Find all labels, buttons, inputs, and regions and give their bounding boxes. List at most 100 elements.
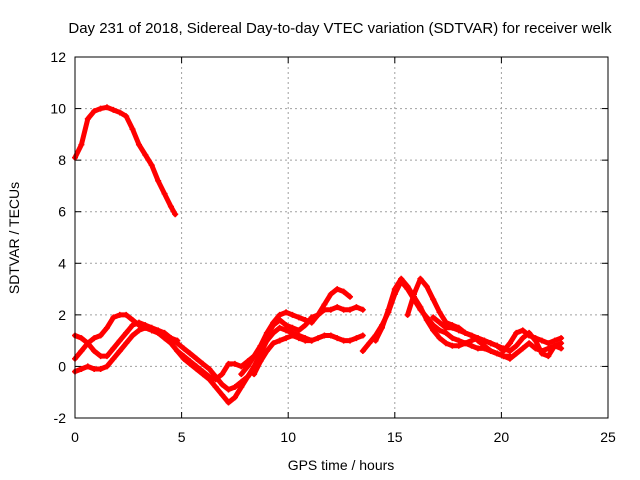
data-point	[558, 340, 565, 347]
data-point	[123, 113, 130, 120]
plot-area	[72, 104, 565, 406]
data-point	[347, 337, 354, 344]
data-point	[103, 104, 110, 111]
x-tick-label: 0	[71, 429, 79, 445]
data-point	[366, 340, 373, 347]
data-point	[398, 275, 405, 282]
data-point	[462, 329, 469, 336]
data-point	[436, 309, 443, 316]
data-point	[513, 342, 520, 349]
data-point	[315, 335, 322, 342]
data-point	[379, 324, 386, 331]
data-point	[116, 311, 123, 318]
data-point	[110, 314, 117, 321]
data-point	[238, 371, 245, 378]
data-point	[321, 301, 328, 308]
data-point	[91, 335, 98, 342]
data-point	[103, 363, 110, 370]
data-point	[442, 329, 449, 336]
y-tick-label: 12	[50, 49, 66, 65]
x-axis-label: GPS time / hours	[288, 457, 395, 473]
data-point	[526, 332, 533, 339]
data-point	[538, 337, 545, 344]
data-point	[506, 340, 513, 347]
data-point	[244, 363, 251, 370]
data-point	[372, 337, 379, 344]
data-point	[103, 324, 110, 331]
data-point	[481, 342, 488, 349]
chart-title: Day 231 of 2018, Sidereal Day-to-day VTE…	[68, 20, 612, 37]
data-point	[494, 350, 501, 357]
data-point	[545, 340, 552, 347]
data-point	[219, 381, 226, 388]
data-point	[123, 311, 130, 318]
data-point	[231, 384, 238, 391]
data-point	[449, 335, 456, 342]
data-point	[308, 337, 315, 344]
y-tick-label: 6	[58, 204, 66, 220]
data-point	[468, 332, 475, 339]
data-point	[315, 311, 322, 318]
data-point	[327, 306, 334, 313]
y-tick-label: -2	[54, 410, 67, 426]
data-point	[116, 109, 123, 116]
data-point	[78, 141, 85, 148]
data-point	[423, 317, 430, 324]
data-point	[423, 283, 430, 290]
data-point	[167, 203, 174, 210]
data-point	[91, 347, 98, 354]
data-point	[257, 342, 264, 349]
plot-frame	[74, 56, 609, 419]
data-point	[295, 314, 302, 321]
data-point	[110, 345, 117, 352]
data-point	[155, 177, 162, 184]
data-point	[283, 335, 290, 342]
data-point	[142, 324, 149, 331]
data-point	[449, 324, 456, 331]
data-point	[123, 329, 130, 336]
data-point	[103, 353, 110, 360]
data-point	[116, 337, 123, 344]
y-tick-label: 8	[58, 152, 66, 168]
data-point	[487, 340, 494, 347]
data-point	[474, 337, 481, 344]
data-point	[97, 332, 104, 339]
data-point	[302, 322, 309, 329]
data-point	[206, 366, 213, 373]
data-point	[270, 319, 277, 326]
data-point	[545, 345, 552, 352]
data-point	[308, 319, 315, 326]
data-point	[506, 355, 513, 362]
data-point	[270, 340, 277, 347]
data-point	[462, 340, 469, 347]
data-point	[430, 314, 437, 321]
data-point	[97, 366, 104, 373]
data-point	[161, 190, 168, 197]
data-point	[148, 327, 155, 334]
data-point	[506, 347, 513, 354]
data-point	[513, 329, 520, 336]
x-tick-label: 25	[600, 429, 616, 445]
data-point	[172, 211, 179, 218]
data-point	[487, 347, 494, 354]
data-point	[135, 141, 142, 148]
data-point	[353, 335, 360, 342]
data-point	[295, 327, 302, 334]
data-point	[538, 347, 545, 354]
series-1	[72, 104, 179, 218]
data-point	[78, 335, 85, 342]
grid	[75, 57, 608, 418]
data-point	[455, 327, 462, 334]
data-point	[436, 327, 443, 334]
data-point	[167, 340, 174, 347]
data-point	[455, 342, 462, 349]
data-point	[129, 126, 136, 133]
data-point	[84, 115, 91, 122]
data-point	[231, 394, 238, 401]
data-point	[532, 335, 539, 342]
data-point	[302, 317, 309, 324]
data-point	[558, 335, 565, 342]
data-point	[340, 288, 347, 295]
data-point	[263, 329, 270, 336]
data-point	[219, 391, 226, 398]
